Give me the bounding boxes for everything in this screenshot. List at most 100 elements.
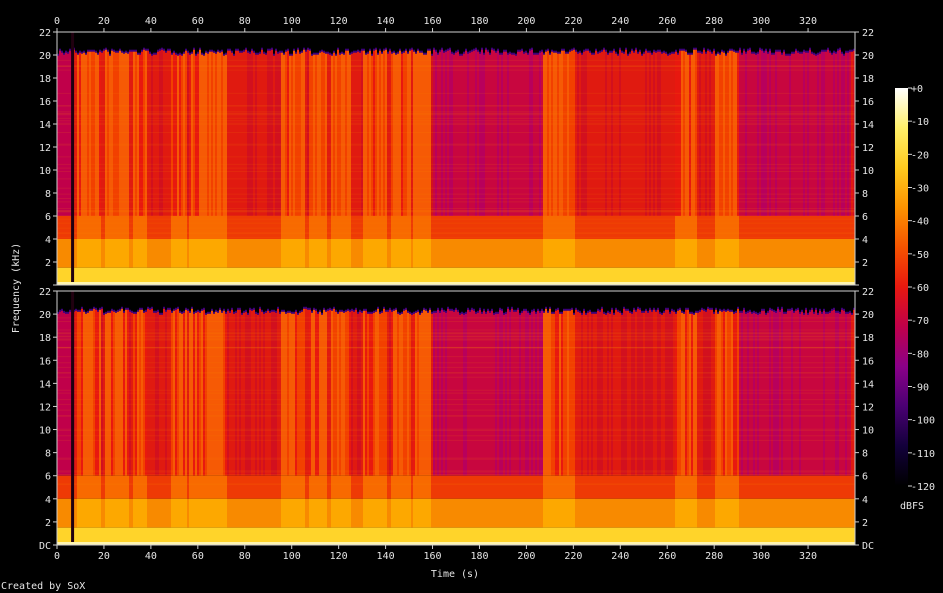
low-band bbox=[605, 239, 607, 268]
band-edge bbox=[115, 50, 117, 54]
bass-band bbox=[213, 527, 215, 545]
spectrogram-column bbox=[545, 49, 547, 285]
band-edge bbox=[841, 51, 843, 55]
upper-band bbox=[321, 314, 323, 476]
band-edge bbox=[801, 309, 803, 313]
bass-band bbox=[801, 527, 803, 545]
mid-band bbox=[335, 475, 337, 499]
mid-band bbox=[521, 475, 523, 499]
low-band bbox=[595, 239, 597, 268]
band-edge bbox=[517, 307, 519, 311]
band-edge bbox=[203, 307, 205, 311]
low-band bbox=[797, 239, 799, 268]
band-edge bbox=[759, 47, 761, 51]
upper-band bbox=[97, 54, 99, 217]
band-edge bbox=[589, 50, 591, 54]
band-edge bbox=[739, 310, 741, 314]
spectrogram-column bbox=[829, 50, 831, 285]
bass-band bbox=[101, 527, 103, 545]
mid-band bbox=[127, 216, 129, 239]
low-band bbox=[253, 239, 255, 268]
mid-band bbox=[373, 475, 375, 499]
spectrogram-column bbox=[815, 53, 817, 285]
upper-band bbox=[623, 308, 625, 476]
bass-band bbox=[313, 527, 315, 545]
upper-band bbox=[703, 310, 705, 476]
mid-band bbox=[123, 216, 125, 239]
upper-band bbox=[315, 54, 317, 217]
band-edge bbox=[283, 309, 285, 313]
band-edge bbox=[181, 53, 183, 57]
mid-band bbox=[385, 475, 387, 499]
bass-band bbox=[163, 267, 165, 285]
upper-band bbox=[611, 52, 613, 217]
band-edge bbox=[193, 47, 195, 51]
low-band bbox=[301, 239, 303, 268]
spectrogram-column bbox=[431, 53, 433, 285]
spectrogram-column bbox=[611, 50, 613, 285]
low-band bbox=[87, 498, 89, 528]
bass-band bbox=[521, 267, 523, 285]
upper-band bbox=[669, 313, 671, 476]
low-band bbox=[647, 239, 649, 268]
y-tick-label: 4 bbox=[862, 495, 868, 506]
band-edge bbox=[593, 311, 595, 315]
low-band bbox=[573, 239, 575, 268]
mid-band bbox=[685, 216, 687, 239]
spectrogram-column bbox=[497, 311, 499, 545]
upper-band bbox=[79, 311, 81, 476]
upper-band bbox=[177, 308, 179, 476]
bass-band bbox=[765, 267, 767, 285]
low-band bbox=[401, 239, 403, 268]
bass-band bbox=[831, 267, 833, 285]
bass-band bbox=[569, 527, 571, 545]
spectrogram-column bbox=[763, 308, 765, 545]
band-edge bbox=[559, 51, 561, 55]
band-edge bbox=[575, 307, 577, 311]
band-edge bbox=[177, 306, 179, 310]
upper-band bbox=[529, 50, 531, 217]
band-edge bbox=[345, 48, 347, 52]
spectrogram-column bbox=[573, 312, 575, 545]
spectrogram-column bbox=[243, 310, 245, 545]
low-band bbox=[717, 498, 719, 528]
low-band bbox=[201, 239, 203, 268]
upper-band bbox=[787, 310, 789, 476]
upper-band bbox=[63, 312, 65, 476]
band-edge bbox=[161, 312, 163, 316]
band-edge bbox=[629, 310, 631, 314]
bass-band bbox=[799, 527, 801, 545]
low-band bbox=[727, 239, 729, 268]
upper-band bbox=[755, 313, 757, 476]
bass-band bbox=[149, 527, 151, 545]
low-band bbox=[635, 498, 637, 528]
upper-band bbox=[489, 54, 491, 217]
spectrogram-column bbox=[669, 52, 671, 285]
low-band bbox=[361, 239, 363, 268]
bass-band bbox=[257, 527, 259, 545]
low-band bbox=[687, 239, 689, 268]
mid-band bbox=[353, 216, 355, 239]
band-edge bbox=[99, 49, 101, 53]
spectrogram-column bbox=[173, 50, 175, 285]
mid-band bbox=[301, 216, 303, 239]
upper-band bbox=[501, 310, 503, 476]
band-edge bbox=[411, 312, 413, 316]
band-edge bbox=[75, 50, 77, 54]
low-band bbox=[403, 239, 405, 268]
bass-band bbox=[491, 527, 493, 545]
spectrogram-column bbox=[513, 52, 515, 285]
mid-band bbox=[585, 216, 587, 239]
bass-band bbox=[791, 267, 793, 285]
spectrogram-column bbox=[105, 47, 107, 285]
band-edge bbox=[671, 308, 673, 312]
spectrogram-column bbox=[837, 48, 839, 285]
upper-band bbox=[517, 51, 519, 217]
spectrogram-column bbox=[765, 312, 767, 545]
band-edge bbox=[349, 52, 351, 56]
band-edge bbox=[673, 51, 675, 55]
spectrogram-column bbox=[741, 310, 743, 545]
low-band bbox=[191, 498, 193, 528]
band-edge bbox=[809, 47, 811, 51]
band-edge bbox=[215, 309, 217, 313]
